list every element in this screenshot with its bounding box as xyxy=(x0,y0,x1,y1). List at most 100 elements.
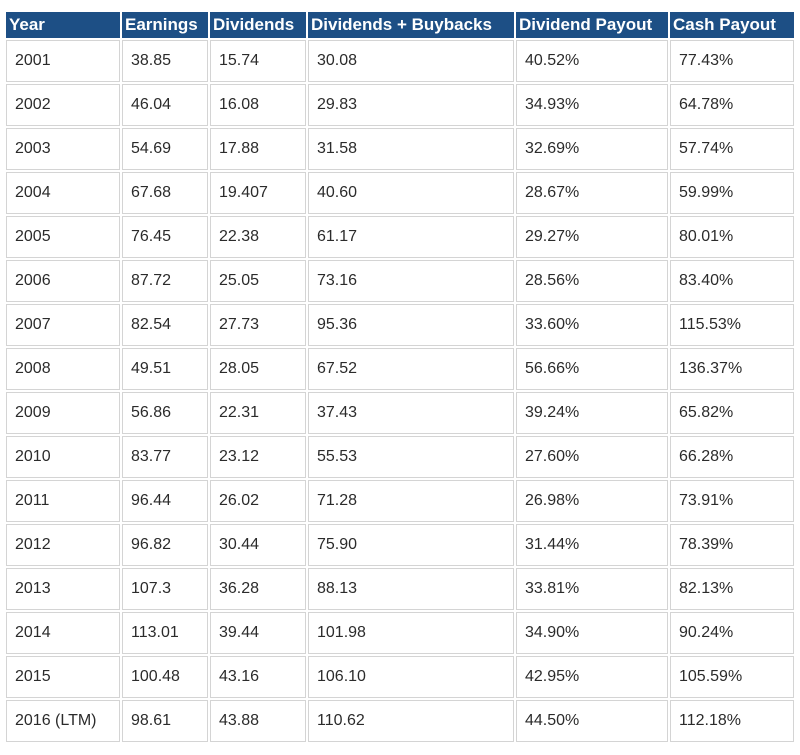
cell-dividends: 30.44 xyxy=(210,524,306,566)
cell-earnings: 56.86 xyxy=(122,392,208,434)
cell-cash-payout: 136.37% xyxy=(670,348,794,390)
cell-earnings: 67.68 xyxy=(122,172,208,214)
cell-earnings: 83.77 xyxy=(122,436,208,478)
cell-dividends: 23.12 xyxy=(210,436,306,478)
cell-dividend-payout: 33.81% xyxy=(516,568,668,610)
cell-dividends-buybacks: 88.13 xyxy=(308,568,514,610)
cell-dividends: 43.88 xyxy=(210,700,306,742)
table-row: 2002 46.04 16.08 29.83 34.93% 64.78% xyxy=(6,84,794,126)
cell-earnings: 98.61 xyxy=(122,700,208,742)
table-row: 2007 82.54 27.73 95.36 33.60% 115.53% xyxy=(6,304,794,346)
cell-cash-payout: 112.18% xyxy=(670,700,794,742)
cell-dividend-payout: 26.98% xyxy=(516,480,668,522)
cell-earnings: 49.51 xyxy=(122,348,208,390)
cell-cash-payout: 73.91% xyxy=(670,480,794,522)
data-table-container: Year Earnings Dividends Dividends + Buyback… xyxy=(4,10,794,744)
cell-dividends: 19.407 xyxy=(210,172,306,214)
cell-earnings: 54.69 xyxy=(122,128,208,170)
cell-cash-payout: 65.82% xyxy=(670,392,794,434)
table-row: 2003 54.69 17.88 31.58 32.69% 57.74% xyxy=(6,128,794,170)
column-header-dividends: Dividends xyxy=(210,12,306,38)
cell-dividends: 26.02 xyxy=(210,480,306,522)
cell-dividends-buybacks: 95.36 xyxy=(308,304,514,346)
cell-dividends: 15.74 xyxy=(210,40,306,82)
cell-earnings: 87.72 xyxy=(122,260,208,302)
cell-dividends-buybacks: 110.62 xyxy=(308,700,514,742)
cell-dividends: 36.28 xyxy=(210,568,306,610)
cell-earnings: 96.44 xyxy=(122,480,208,522)
cell-dividends-buybacks: 71.28 xyxy=(308,480,514,522)
cell-dividend-payout: 29.27% xyxy=(516,216,668,258)
cell-cash-payout: 83.40% xyxy=(670,260,794,302)
cell-earnings: 76.45 xyxy=(122,216,208,258)
cell-dividend-payout: 32.69% xyxy=(516,128,668,170)
cell-dividends-buybacks: 29.83 xyxy=(308,84,514,126)
cell-dividend-payout: 56.66% xyxy=(516,348,668,390)
cell-cash-payout: 78.39% xyxy=(670,524,794,566)
cell-dividends-buybacks: 37.43 xyxy=(308,392,514,434)
column-header-dividends-buybacks: Dividends + Buybacks xyxy=(308,12,514,38)
table-row: 2012 96.82 30.44 75.90 31.44% 78.39% xyxy=(6,524,794,566)
cell-dividend-payout: 42.95% xyxy=(516,656,668,698)
cell-dividends-buybacks: 30.08 xyxy=(308,40,514,82)
table-row: 2011 96.44 26.02 71.28 26.98% 73.91% xyxy=(6,480,794,522)
cell-dividends-buybacks: 67.52 xyxy=(308,348,514,390)
cell-dividends-buybacks: 75.90 xyxy=(308,524,514,566)
cell-year: 2002 xyxy=(6,84,120,126)
table-row: 2016 (LTM) 98.61 43.88 110.62 44.50% 112.18% xyxy=(6,700,794,742)
table-row: 2010 83.77 23.12 55.53 27.60% 66.28% xyxy=(6,436,794,478)
cell-earnings: 38.85 xyxy=(122,40,208,82)
table-row: 2006 87.72 25.05 73.16 28.56% 83.40% xyxy=(6,260,794,302)
cell-year: 2003 xyxy=(6,128,120,170)
cell-cash-payout: 59.99% xyxy=(670,172,794,214)
cell-earnings: 46.04 xyxy=(122,84,208,126)
cell-dividend-payout: 44.50% xyxy=(516,700,668,742)
cell-cash-payout: 64.78% xyxy=(670,84,794,126)
cell-year: 2010 xyxy=(6,436,120,478)
cell-cash-payout: 82.13% xyxy=(670,568,794,610)
cell-cash-payout: 105.59% xyxy=(670,656,794,698)
cell-cash-payout: 77.43% xyxy=(670,40,794,82)
table-row: 2004 67.68 19.407 40.60 28.67% 59.99% xyxy=(6,172,794,214)
cell-year: 2011 xyxy=(6,480,120,522)
cell-dividends: 22.38 xyxy=(210,216,306,258)
cell-dividend-payout: 28.67% xyxy=(516,172,668,214)
cell-dividends: 17.88 xyxy=(210,128,306,170)
cell-cash-payout: 115.53% xyxy=(670,304,794,346)
table-row: 2013 107.3 36.28 88.13 33.81% 82.13% xyxy=(6,568,794,610)
cell-earnings: 107.3 xyxy=(122,568,208,610)
cell-dividend-payout: 34.90% xyxy=(516,612,668,654)
cell-earnings: 96.82 xyxy=(122,524,208,566)
cell-dividend-payout: 27.60% xyxy=(516,436,668,478)
cell-year: 2006 xyxy=(6,260,120,302)
table-row: 2008 49.51 28.05 67.52 56.66% 136.37% xyxy=(6,348,794,390)
cell-cash-payout: 66.28% xyxy=(670,436,794,478)
cell-dividends: 25.05 xyxy=(210,260,306,302)
cell-year: 2012 xyxy=(6,524,120,566)
table-header: Year Earnings Dividends Dividends + Buyback… xyxy=(6,12,794,38)
cell-dividends-buybacks: 55.53 xyxy=(308,436,514,478)
cell-dividends-buybacks: 31.58 xyxy=(308,128,514,170)
cell-earnings: 100.48 xyxy=(122,656,208,698)
cell-year: 2013 xyxy=(6,568,120,610)
cell-year: 2005 xyxy=(6,216,120,258)
cell-cash-payout: 90.24% xyxy=(670,612,794,654)
cell-earnings: 113.01 xyxy=(122,612,208,654)
cell-dividend-payout: 31.44% xyxy=(516,524,668,566)
cell-dividend-payout: 28.56% xyxy=(516,260,668,302)
cell-dividends-buybacks: 101.98 xyxy=(308,612,514,654)
cell-dividends: 28.05 xyxy=(210,348,306,390)
table-row: 2009 56.86 22.31 37.43 39.24% 65.82% xyxy=(6,392,794,434)
header-row: Year Earnings Dividends Dividends + Buyback… xyxy=(6,12,794,38)
table-row: 2005 76.45 22.38 61.17 29.27% 80.01% xyxy=(6,216,794,258)
cell-dividends: 27.73 xyxy=(210,304,306,346)
cell-dividends: 16.08 xyxy=(210,84,306,126)
cell-year: 2008 xyxy=(6,348,120,390)
cell-year: 2004 xyxy=(6,172,120,214)
column-header-earnings: Earnings xyxy=(122,12,208,38)
table-body: 2001 38.85 15.74 30.08 40.52% 77.43% 2002 46.04… xyxy=(6,40,794,742)
cell-year: 2007 xyxy=(6,304,120,346)
table-row: 2015 100.48 43.16 106.10 42.95% 105.59% xyxy=(6,656,794,698)
payout-table: Year Earnings Dividends Dividends + Buyback… xyxy=(4,10,796,744)
cell-year: 2001 xyxy=(6,40,120,82)
